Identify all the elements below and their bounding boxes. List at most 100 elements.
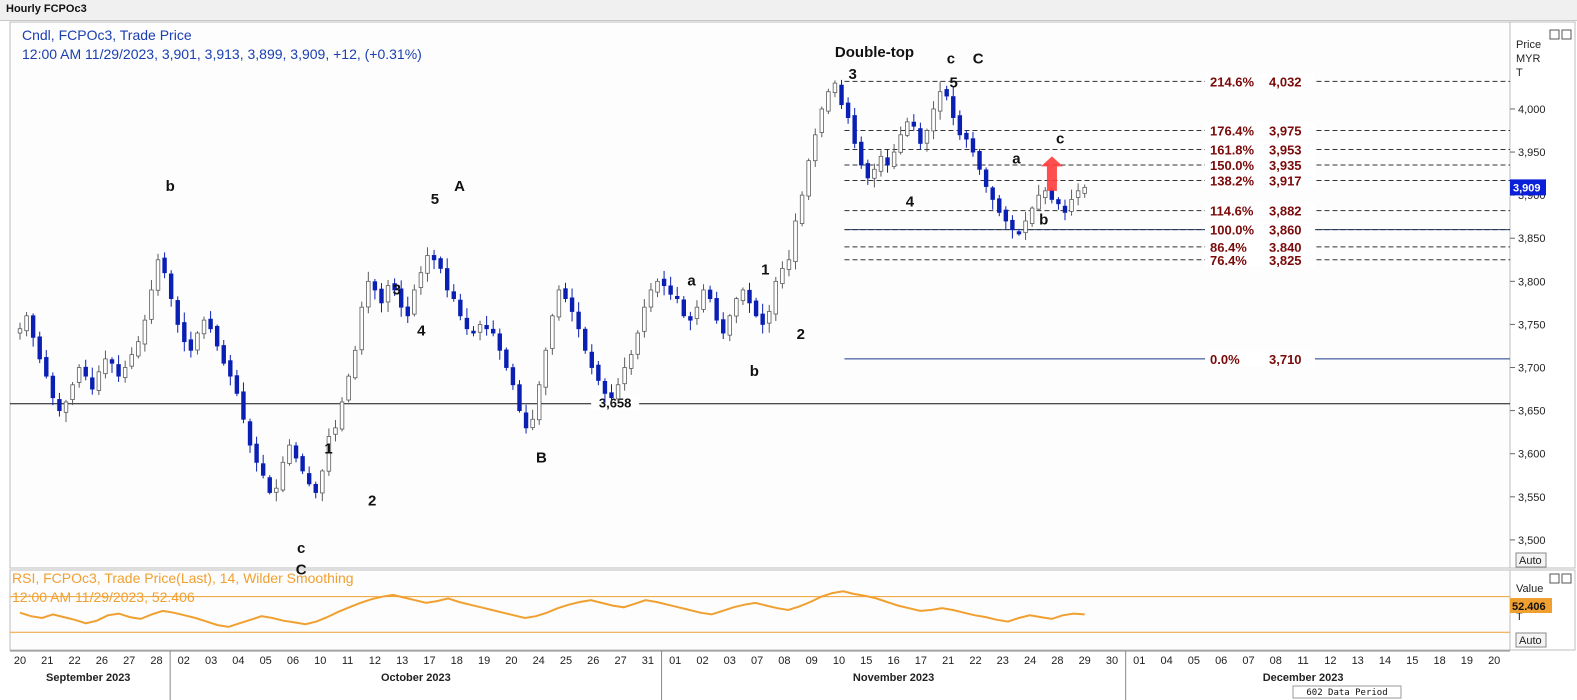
x-tick-label: 30 — [1106, 655, 1118, 667]
candle-body — [583, 328, 588, 351]
candle-body — [313, 483, 318, 493]
candle-body — [122, 367, 128, 378]
candle-body — [300, 456, 305, 472]
candle-body — [57, 399, 62, 412]
x-tick-label: 06 — [287, 655, 299, 667]
candle-body — [168, 273, 174, 299]
x-tick-label: 02 — [696, 655, 708, 667]
x-tick-label: 09 — [806, 655, 818, 667]
candle-body — [247, 421, 253, 446]
candle-body — [490, 328, 496, 334]
candle-body — [320, 470, 325, 494]
wave-label: 4 — [417, 323, 426, 340]
candle-body — [326, 436, 332, 472]
candle-body — [589, 351, 594, 368]
x-tick-label: 17 — [423, 655, 435, 667]
candle-body — [681, 299, 686, 317]
y-tick-label: 3,750 — [1518, 319, 1546, 331]
candle-body — [182, 322, 187, 343]
fib-value-label: 3,882 — [1269, 204, 1302, 219]
candle-body — [366, 280, 371, 308]
candle-body — [129, 354, 134, 367]
fib-label-bg — [1205, 350, 1315, 366]
candle-body — [1069, 199, 1074, 212]
candle-body — [767, 311, 772, 324]
candle-body — [911, 121, 917, 127]
wave-label: c — [297, 540, 305, 557]
candle-body — [1049, 189, 1055, 200]
x-tick-label: 26 — [587, 655, 599, 667]
y-tick-label: 3,800 — [1518, 276, 1546, 288]
candle-body — [859, 141, 864, 166]
line-label-bg — [591, 395, 640, 410]
candle-body — [293, 445, 299, 459]
auto-scale-button[interactable] — [1515, 552, 1547, 568]
candle-body — [924, 130, 930, 144]
candle-body — [260, 463, 266, 476]
candle-body — [306, 473, 312, 485]
candle-body — [1010, 219, 1015, 231]
x-tick-label: 12 — [1324, 655, 1336, 667]
candle-body — [1043, 190, 1048, 199]
candle-body — [688, 316, 693, 321]
candle-body — [714, 298, 719, 321]
y-tick-label: 3,500 — [1518, 535, 1546, 547]
candle-body — [891, 151, 897, 167]
candle-body — [280, 461, 286, 491]
candle-body — [287, 444, 292, 464]
candle-body — [747, 289, 752, 304]
candle-body — [175, 300, 180, 325]
y-tick-label: 3,600 — [1518, 449, 1546, 461]
candle-body — [70, 384, 75, 400]
candle-body — [451, 291, 456, 299]
wave-label: 5 — [949, 74, 957, 91]
rsi-axis-title: Value — [1516, 583, 1543, 595]
last-price-badge — [1510, 179, 1546, 196]
x-tick-label: 06 — [1215, 655, 1227, 667]
candle-body — [668, 285, 673, 295]
candle-body — [517, 384, 522, 412]
wave-label: 1 — [761, 261, 769, 278]
x-tick-label: 19 — [1461, 655, 1473, 667]
rsi-value-badge — [1510, 598, 1552, 613]
candle-body — [339, 401, 345, 430]
rsi-auto-scale-button[interactable] — [1515, 632, 1547, 648]
candle-body — [622, 367, 627, 385]
candle-body — [826, 91, 831, 112]
fib-pct-label: 214.6% — [1210, 74, 1255, 89]
x-tick-label: 05 — [1188, 655, 1200, 667]
panel-control-icon — [1549, 573, 1560, 584]
candle-body — [90, 377, 95, 390]
x-tick-label: 03 — [205, 655, 217, 667]
x-tick-label: 28 — [150, 655, 162, 667]
x-tick-label: 31 — [642, 655, 654, 667]
x-tick-label: 04 — [232, 655, 244, 667]
candle-body — [523, 412, 529, 429]
candle-body — [918, 128, 923, 144]
month-label: November 2023 — [853, 672, 934, 684]
x-tick-label: 13 — [1352, 655, 1364, 667]
candle-body — [661, 278, 667, 287]
candle-body — [951, 96, 956, 118]
candle-body — [694, 306, 700, 319]
auto-scale-label: Auto — [1519, 555, 1542, 567]
fib-pct-label: 138.2% — [1210, 173, 1255, 188]
candle-body — [753, 300, 759, 317]
y-tick-label: 3,850 — [1518, 233, 1546, 245]
x-tick-label: 12 — [369, 655, 381, 667]
wave-label: B — [536, 449, 547, 466]
data-period-box — [1292, 685, 1402, 699]
candle-body — [845, 102, 851, 118]
candle-body — [149, 289, 154, 320]
candle-body — [484, 325, 489, 330]
fib-pct-label: 176.4% — [1210, 124, 1255, 139]
wave-label: 3 — [848, 66, 856, 83]
candle-body — [832, 82, 838, 93]
candle-body — [96, 371, 102, 391]
x-tick-label: 28 — [1051, 655, 1063, 667]
wave-label: A — [454, 178, 465, 195]
candle-body — [359, 306, 364, 351]
wave-label: b — [166, 178, 175, 195]
candle-body — [510, 367, 516, 386]
